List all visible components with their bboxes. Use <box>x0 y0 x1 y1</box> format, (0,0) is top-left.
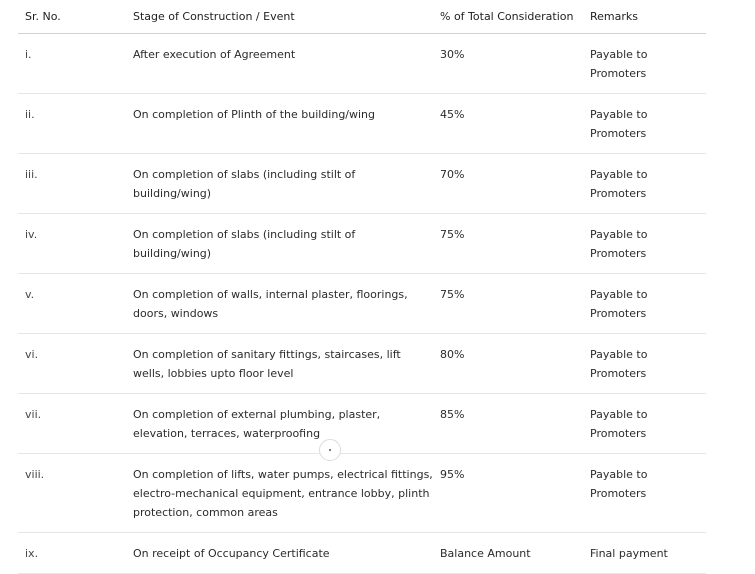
cell-stage: On completion of sanitary fittings, stai… <box>126 333 433 394</box>
cell-stage: On completion of slabs (including stilt … <box>126 153 433 214</box>
cell-stage: On completion of slabs (including stilt … <box>126 213 433 274</box>
header-remarks: Remarks <box>583 0 706 34</box>
cell-sr-no: i. <box>18 33 126 94</box>
cell-remarks: Payable to Promoters <box>583 153 706 214</box>
cell-sr-no: vii. <box>18 393 126 454</box>
table-row: iv. On completion of slabs (including st… <box>18 213 706 274</box>
cell-percent: 75% <box>433 213 583 274</box>
cell-sr-no: iii. <box>18 153 126 214</box>
table-row: vii. On completion of external plumbing,… <box>18 393 706 454</box>
cell-stage: On completion of walls, internal plaster… <box>126 273 433 334</box>
cell-percent: Balance Amount <box>433 532 583 574</box>
cell-stage: On receipt of Occupancy Certificate <box>126 532 433 574</box>
cell-sr-no: ii. <box>18 93 126 154</box>
table-body: i. After execution of Agreement 30% Paya… <box>18 33 706 574</box>
cell-remarks: Payable to Promoters <box>583 453 706 533</box>
cell-percent: 95% <box>433 453 583 533</box>
cell-remarks: Payable to Promoters <box>583 33 706 94</box>
cell-percent: 45% <box>433 93 583 154</box>
cell-remarks: Payable to Promoters <box>583 333 706 394</box>
cell-sr-no: iv. <box>18 213 126 274</box>
table-header: Sr. No. Stage of Construction / Event % … <box>18 0 706 34</box>
cell-stage: On completion of external plumbing, plas… <box>126 393 433 454</box>
table-row: iii. On completion of slabs (including s… <box>18 153 706 214</box>
table-row: i. After execution of Agreement 30% Paya… <box>18 33 706 94</box>
header-percent: % of Total Consideration <box>433 0 583 34</box>
header-stage: Stage of Construction / Event <box>126 0 433 34</box>
cell-stage: After execution of Agreement <box>126 33 433 94</box>
scroll-indicator-button[interactable] <box>319 439 341 461</box>
table-row: ix. On receipt of Occupancy Certificate … <box>18 532 706 574</box>
cell-remarks: Payable to Promoters <box>583 393 706 454</box>
cell-stage: On completion of Plinth of the building/… <box>126 93 433 154</box>
cell-sr-no: v. <box>18 273 126 334</box>
table-row: ii. On completion of Plinth of the build… <box>18 93 706 154</box>
cell-remarks: Final payment <box>583 532 706 574</box>
header-row: Sr. No. Stage of Construction / Event % … <box>18 0 706 34</box>
table-row: viii. On completion of lifts, water pump… <box>18 453 706 533</box>
cell-percent: 75% <box>433 273 583 334</box>
cell-sr-no: vi. <box>18 333 126 394</box>
cell-percent: 85% <box>433 393 583 454</box>
cell-percent: 70% <box>433 153 583 214</box>
cell-remarks: Payable to Promoters <box>583 273 706 334</box>
cell-sr-no: viii. <box>18 453 126 533</box>
cell-sr-no: ix. <box>18 532 126 574</box>
payment-schedule-table: Sr. No. Stage of Construction / Event % … <box>18 0 706 574</box>
cell-percent: 80% <box>433 333 583 394</box>
header-sr-no: Sr. No. <box>18 0 126 34</box>
cell-stage: On completion of lifts, water pumps, ele… <box>126 453 433 533</box>
table-row: vi. On completion of sanitary fittings, … <box>18 333 706 394</box>
cell-remarks: Payable to Promoters <box>583 213 706 274</box>
cell-remarks: Payable to Promoters <box>583 93 706 154</box>
table-row: v. On completion of walls, internal plas… <box>18 273 706 334</box>
cell-percent: 30% <box>433 33 583 94</box>
